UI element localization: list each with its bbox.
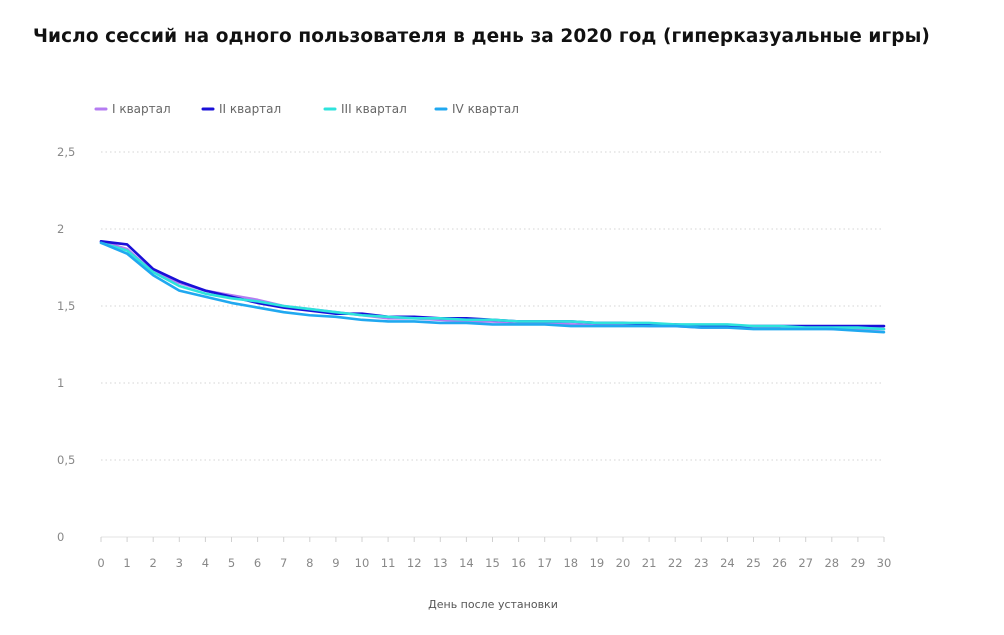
chart-title: Число сессий на одного пользователя в де… <box>33 26 930 47</box>
x-tick-label: 20 <box>616 556 631 570</box>
x-tick-label: 15 <box>485 556 500 570</box>
x-tick-label: 16 <box>511 556 526 570</box>
y-tick-label: 0 <box>57 530 64 544</box>
x-tick-label: 18 <box>563 556 578 570</box>
x-tick-label: 17 <box>537 556 552 570</box>
series-line-2 <box>99 240 886 328</box>
y-tick-label: 2,5 <box>57 145 75 159</box>
x-tick-label: 26 <box>772 556 787 570</box>
x-tick-label: 9 <box>332 556 339 570</box>
x-tick-label: 3 <box>176 556 183 570</box>
x-tick-label: 30 <box>877 556 892 570</box>
legend-label-4: IV квартал <box>452 102 519 116</box>
x-axis: 0 1 2 3 4 5 6 7 8 9 10 11 12 13 14 15 16 17 18 19 20 21 22 23 24… <box>97 536 892 570</box>
series-line-4 <box>99 241 886 334</box>
x-tick-label: 21 <box>642 556 657 570</box>
x-tick-label: 2 <box>150 556 157 570</box>
y-tick-label: 1,5 <box>57 299 75 313</box>
y-tick-label: 1 <box>57 376 64 390</box>
x-tick-label: 8 <box>306 556 313 570</box>
y-axis: 0 0,5 1 1,5 2 2,5 <box>57 145 75 544</box>
x-tick-label: 6 <box>254 556 261 570</box>
x-tick-label: 13 <box>433 556 448 570</box>
legend-label-3: III квартал <box>341 102 407 116</box>
x-tick-label: 10 <box>355 556 370 570</box>
x-tick-label: 0 <box>97 556 104 570</box>
x-tick-label: 11 <box>381 556 396 570</box>
x-tick-label: 14 <box>459 556 474 570</box>
x-tick-label: 28 <box>824 556 839 570</box>
chart-legend: I квартал II квартал III квартал IV квартал <box>94 102 519 116</box>
series-lines <box>99 240 886 334</box>
legend-label-2: II квартал <box>219 102 281 116</box>
x-tick-label: 19 <box>590 556 605 570</box>
x-tick-label: 4 <box>202 556 209 570</box>
x-axis-label: День после установки <box>428 598 558 611</box>
y-tick-label: 2 <box>57 222 64 236</box>
x-tick-label: 12 <box>407 556 422 570</box>
legend-label-1: I квартал <box>112 102 171 116</box>
x-tick-label: 23 <box>694 556 709 570</box>
y-tick-label: 0,5 <box>57 453 75 467</box>
x-tick-label: 1 <box>123 556 130 570</box>
x-tick-label: 27 <box>798 556 813 570</box>
x-tick-label: 25 <box>746 556 761 570</box>
x-tick-label: 29 <box>851 556 866 570</box>
x-tick-label: 24 <box>720 556 735 570</box>
gridlines <box>101 151 884 461</box>
series-line-3 <box>99 241 886 331</box>
series-line-1 <box>99 240 886 331</box>
x-tick-label: 7 <box>280 556 287 570</box>
x-tick-label: 5 <box>228 556 235 570</box>
x-tick-label: 22 <box>668 556 683 570</box>
